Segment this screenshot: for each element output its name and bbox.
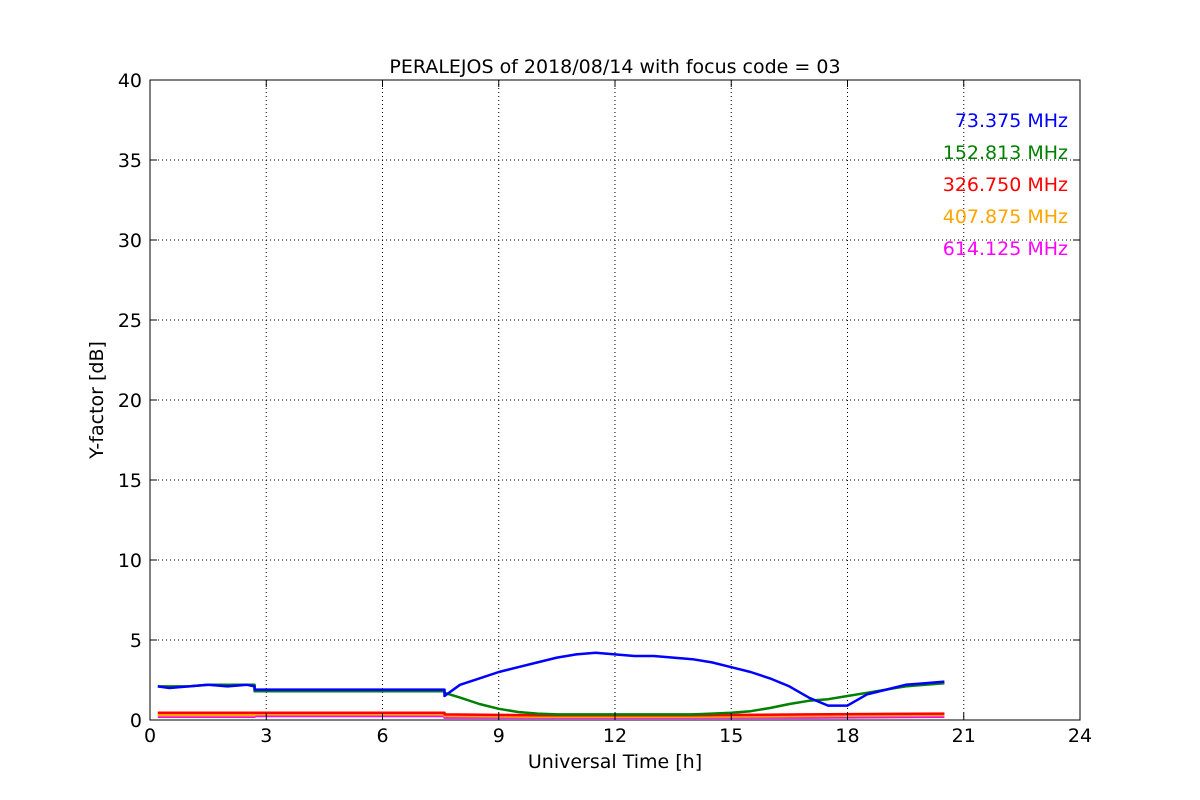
series-line-2 [157, 711, 945, 717]
y-tick-label: 25 [118, 310, 142, 332]
legend-entry-3: 407.875 MHz [943, 206, 1068, 228]
y-tick-label: 10 [118, 550, 142, 572]
x-axis-label: Universal Time [h] [528, 751, 702, 773]
legend-entry-2: 326.750 MHz [943, 174, 1068, 196]
series-line-3 [157, 713, 945, 719]
x-tick-label: 21 [952, 725, 976, 747]
legend-entry-0: 73.375 MHz [955, 110, 1068, 132]
y-axis-label: Y-factor [dB] [86, 341, 108, 460]
x-tick-label: 15 [719, 725, 743, 747]
y-tick-label: 20 [118, 390, 142, 412]
y-tick-label: 40 [118, 70, 142, 92]
legend-entry-1: 152.813 MHz [943, 142, 1068, 164]
x-tick-label: 9 [493, 725, 505, 747]
series-line-4 [157, 714, 945, 719]
x-tick-label: 18 [835, 725, 859, 747]
y-tick-label: 30 [118, 230, 142, 252]
series-line-0 [157, 651, 945, 707]
chart-title: PERALEJOS of 2018/08/14 with focus code … [389, 56, 840, 78]
series-line-1 [157, 681, 945, 716]
x-tick-label: 6 [376, 725, 388, 747]
y-tick-label: 5 [130, 630, 142, 652]
legend-entry-4: 614.125 MHz [943, 238, 1068, 260]
grid [150, 80, 1080, 720]
ticks: 0 3 6 9 12 15 18 21 24 0 5 10 15 20 25 30 35 40 [118, 70, 1092, 747]
y-tick-label: 15 [118, 470, 142, 492]
legend: 73.375 MHz 152.813 MHz 326.750 MHz 407.875 … [943, 110, 1068, 260]
x-tick-label: 3 [260, 725, 272, 747]
y-tick-label: 0 [130, 710, 142, 732]
x-tick-label: 24 [1068, 725, 1092, 747]
x-tick-label: 12 [603, 725, 627, 747]
x-tick-label: 0 [144, 725, 156, 747]
y-tick-label: 35 [118, 150, 142, 172]
series-layer [157, 651, 945, 719]
